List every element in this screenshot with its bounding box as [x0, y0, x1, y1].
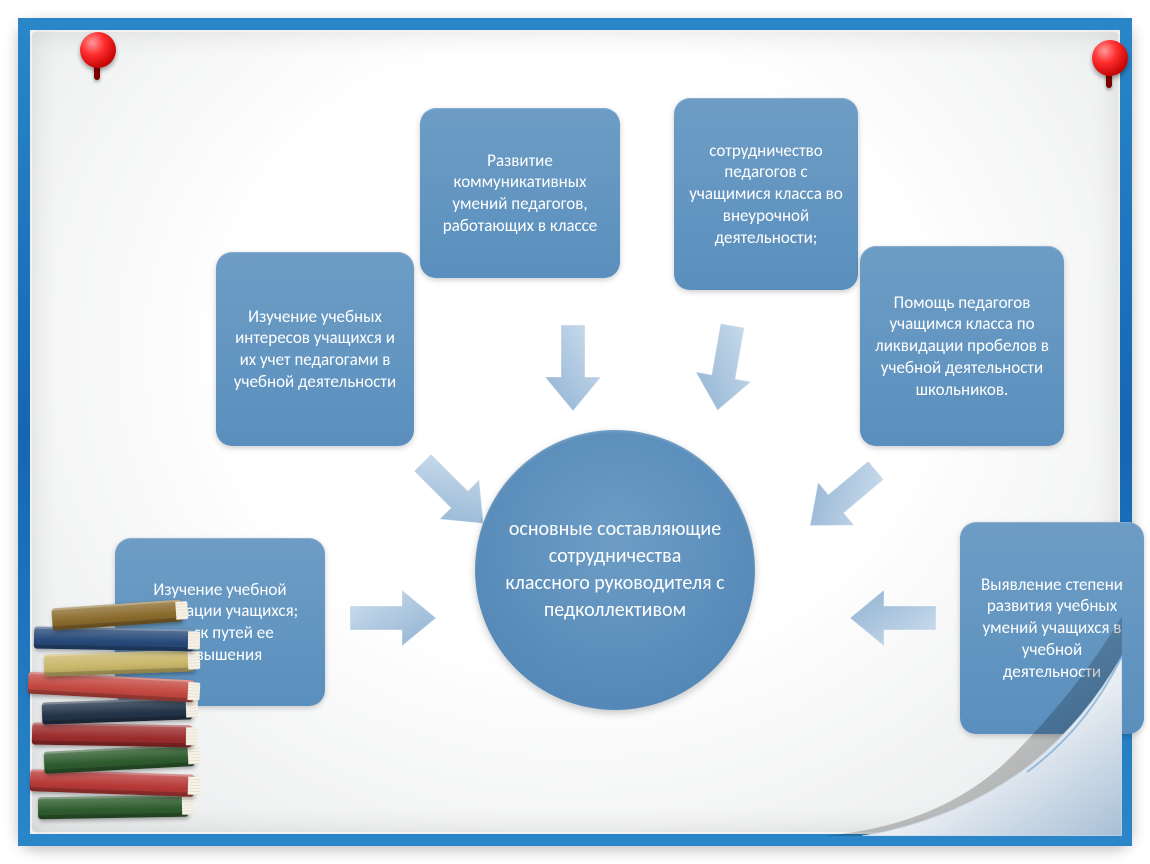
arrow-icon	[792, 449, 894, 547]
diagram-node: Помощь педагогов учащимся класса по ликв…	[860, 246, 1064, 446]
diagram-node: сотрудничество педагогов с учащимися кла…	[674, 98, 858, 290]
slide-frame: основные составляющие сотрудничества кла…	[18, 18, 1132, 846]
book-stack-icon	[24, 582, 224, 842]
diagram-node-text: Помощь педагогов учащимся класса по ликв…	[874, 292, 1050, 401]
pushpin-icon	[70, 28, 126, 84]
diagram-node-text: Изучение учебных интересов учащихся и их…	[230, 306, 400, 393]
book-icon	[32, 723, 192, 748]
arrow-icon	[350, 590, 436, 646]
diagram-center-text: основные составляющие сотрудничества кла…	[505, 516, 725, 624]
book-icon	[38, 795, 188, 820]
diagram-node-text: Выявление степени развития учебных умени…	[974, 574, 1130, 683]
diagram-center-node: основные составляющие сотрудничества кла…	[475, 430, 755, 710]
book-icon	[42, 697, 193, 724]
diagram-node: Развитие коммуникативных умений педагого…	[420, 108, 620, 278]
arrow-icon	[850, 590, 936, 646]
diagram-node: Изучение учебных интересов учащихся и их…	[216, 252, 414, 446]
book-icon	[44, 649, 195, 676]
arrow-icon	[690, 321, 760, 415]
pushpin-icon	[1082, 36, 1138, 92]
arrow-icon	[545, 325, 601, 411]
diagram-node-text: сотрудничество педагогов с учащимися кла…	[688, 140, 844, 249]
book-icon	[44, 744, 195, 774]
book-icon	[51, 599, 182, 630]
book-icon	[34, 627, 194, 652]
diagram-node: Выявление степени развития учебных умени…	[960, 522, 1144, 734]
diagram-node-text: Развитие коммуникативных умений педагого…	[434, 150, 606, 237]
